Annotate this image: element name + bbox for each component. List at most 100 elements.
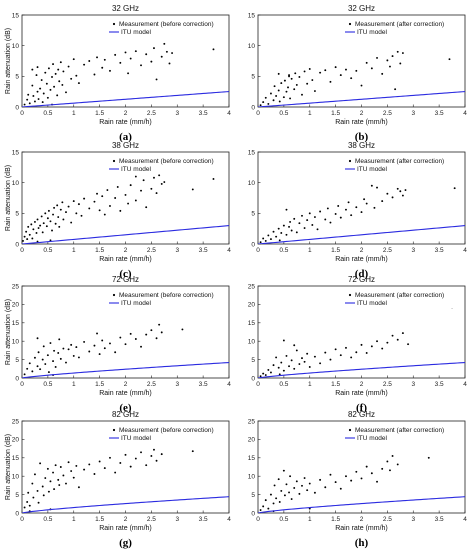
data-point [37,501,40,504]
data-point [53,85,56,88]
data-point [282,96,285,99]
data-point [277,89,280,92]
y-tick-label: 20 [248,437,256,444]
data-point [163,42,166,45]
x-tick-label: 0.5 [279,247,288,254]
data-point [277,227,280,230]
legend-label-itu: ITU model [121,29,152,36]
data-point [65,361,67,364]
data-point [35,232,38,234]
y-tick-label: 25 [12,418,20,425]
legend: Measurement (after correction)ITU model [344,20,463,37]
data-point [140,189,142,192]
y-axis-label: Rain attenuation (dB) [5,28,12,94]
data-point [49,220,52,223]
data-point [65,482,67,485]
data-point [36,489,39,492]
data-point [140,345,142,348]
data-point [334,66,337,69]
data-point [365,202,368,205]
data-point [288,74,290,77]
legend-marker-measurement [348,22,352,26]
data-point [37,351,40,354]
y-tick-label: 0 [251,375,255,382]
legend-label-itu: ITU model [121,166,152,173]
x-tick-label: 1 [308,381,312,388]
data-point [67,461,70,464]
panel-label: (e) [119,402,132,414]
data-point [389,469,391,472]
itu-model-line [22,361,229,378]
data-point [301,93,303,96]
data-point [28,102,31,105]
data-point [355,69,358,72]
data-point [273,85,276,88]
data-point [54,72,57,75]
data-point [264,96,267,99]
data-point [109,456,111,459]
itu-model-line [258,225,465,244]
legend-label-measurement: Measurement (after correction) [355,292,444,299]
data-point [396,463,399,466]
y-tick-label: 25 [248,283,256,290]
data-point [329,358,332,361]
plot-content [258,455,465,513]
data-point [39,462,42,465]
data-point [324,218,327,221]
data-point [345,68,347,71]
x-tick-label: 4 [463,516,467,523]
legend-label-itu: ITU model [121,300,152,307]
data-point [311,79,314,81]
x-tick-label: 2.5 [383,381,392,388]
data-point [289,97,292,100]
data-point [39,368,42,371]
data-point [278,501,281,503]
data-point [293,217,296,220]
y-tick-label: 10 [248,339,256,346]
legend-marker-measurement [348,293,352,297]
data-point [269,371,272,374]
data-point [52,63,54,66]
data-point [155,78,158,81]
y-tick-label: 0 [251,510,255,517]
panel-label: (a) [119,131,132,143]
data-point [114,53,117,56]
data-point [47,371,50,374]
data-point [386,460,389,463]
data-point [124,343,127,346]
x-tick-label: 1.5 [95,516,104,523]
x-axis-label: Rain rate (mm/h) [335,525,388,532]
data-point [334,348,337,351]
data-point [285,483,288,486]
data-point [28,504,31,507]
data-point [26,98,29,101]
data-point [39,87,42,90]
data-point [350,479,353,482]
x-axis-label: Rain rate (mm/h) [99,390,152,397]
data-point [56,94,59,97]
x-tick-label: 4 [227,247,231,254]
data-point [49,88,52,91]
x-tick-label: 1 [72,516,76,523]
data-point [119,61,122,64]
data-point [72,354,75,357]
data-point [160,55,163,58]
data-point [259,241,262,244]
data-point [129,57,132,60]
data-point [160,453,163,456]
data-point [277,72,280,75]
y-tick-label: 0 [251,104,255,111]
data-point [23,373,26,376]
chart-panel-1: 32 GHz 0 0.5 1 1.5 2 2.5 3 3.5 4 0 5 10 15 Rain rate (… [5,4,231,143]
data-point [52,360,54,363]
data-point [119,462,122,464]
data-point [360,477,363,480]
y-tick-label: 10 [12,474,20,481]
legend-box [108,20,227,37]
data-point [303,360,306,363]
x-tick-label: 1.5 [331,381,340,388]
x-tick-label: 4 [463,110,467,117]
data-point [287,86,289,89]
data-point [145,206,148,209]
